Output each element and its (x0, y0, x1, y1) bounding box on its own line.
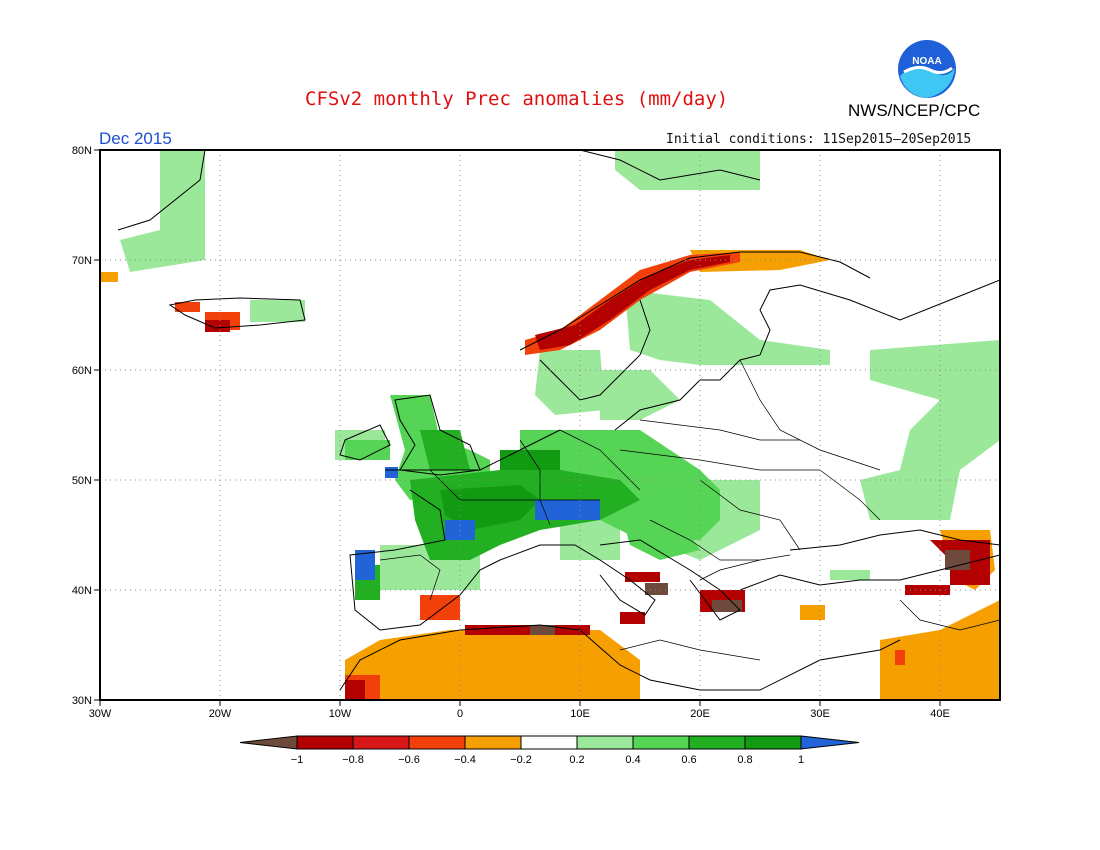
noaa-logo: NOAA (898, 40, 956, 98)
lon-label: 30E (810, 708, 830, 720)
map-frame (99, 149, 1001, 701)
anomaly-dark-green (440, 450, 560, 530)
lat-label: 60N (72, 365, 92, 377)
agency-label: NWS/NCEP/CPC (848, 101, 981, 120)
lon-label: 20W (209, 708, 232, 720)
axis-ticks (94, 149, 941, 706)
lon-label: 10W (329, 708, 352, 720)
lon-label: 30W (89, 708, 112, 720)
lon-label: 20E (690, 708, 710, 720)
lat-label: 80N (72, 145, 92, 157)
lat-label: 70N (72, 255, 92, 267)
lat-label: 30N (72, 695, 92, 707)
forecast-month: Dec 2015 (99, 129, 172, 148)
map-title: CFSv2 monthly Prec anomalies (mm/day) (305, 88, 729, 110)
coastlines (117, 150, 1000, 691)
lon-label: 40E (930, 708, 950, 720)
lat-label: 40N (72, 585, 92, 597)
gridlines (100, 150, 1000, 700)
lat-label: 50N (72, 475, 92, 487)
noaa-logo-text: NOAA (912, 56, 941, 67)
anomaly-brown (530, 550, 970, 635)
initial-conditions: Initial conditions: 11Sep2015–20Sep2015 (666, 132, 972, 147)
lon-label: 10E (570, 708, 590, 720)
map-panel: 80N 70N 60N 50N 40N 30N 30W 20W 10W 0 10… (72, 145, 1001, 720)
anomaly-light-green (120, 150, 1000, 590)
lon-label: 0 (457, 708, 463, 720)
